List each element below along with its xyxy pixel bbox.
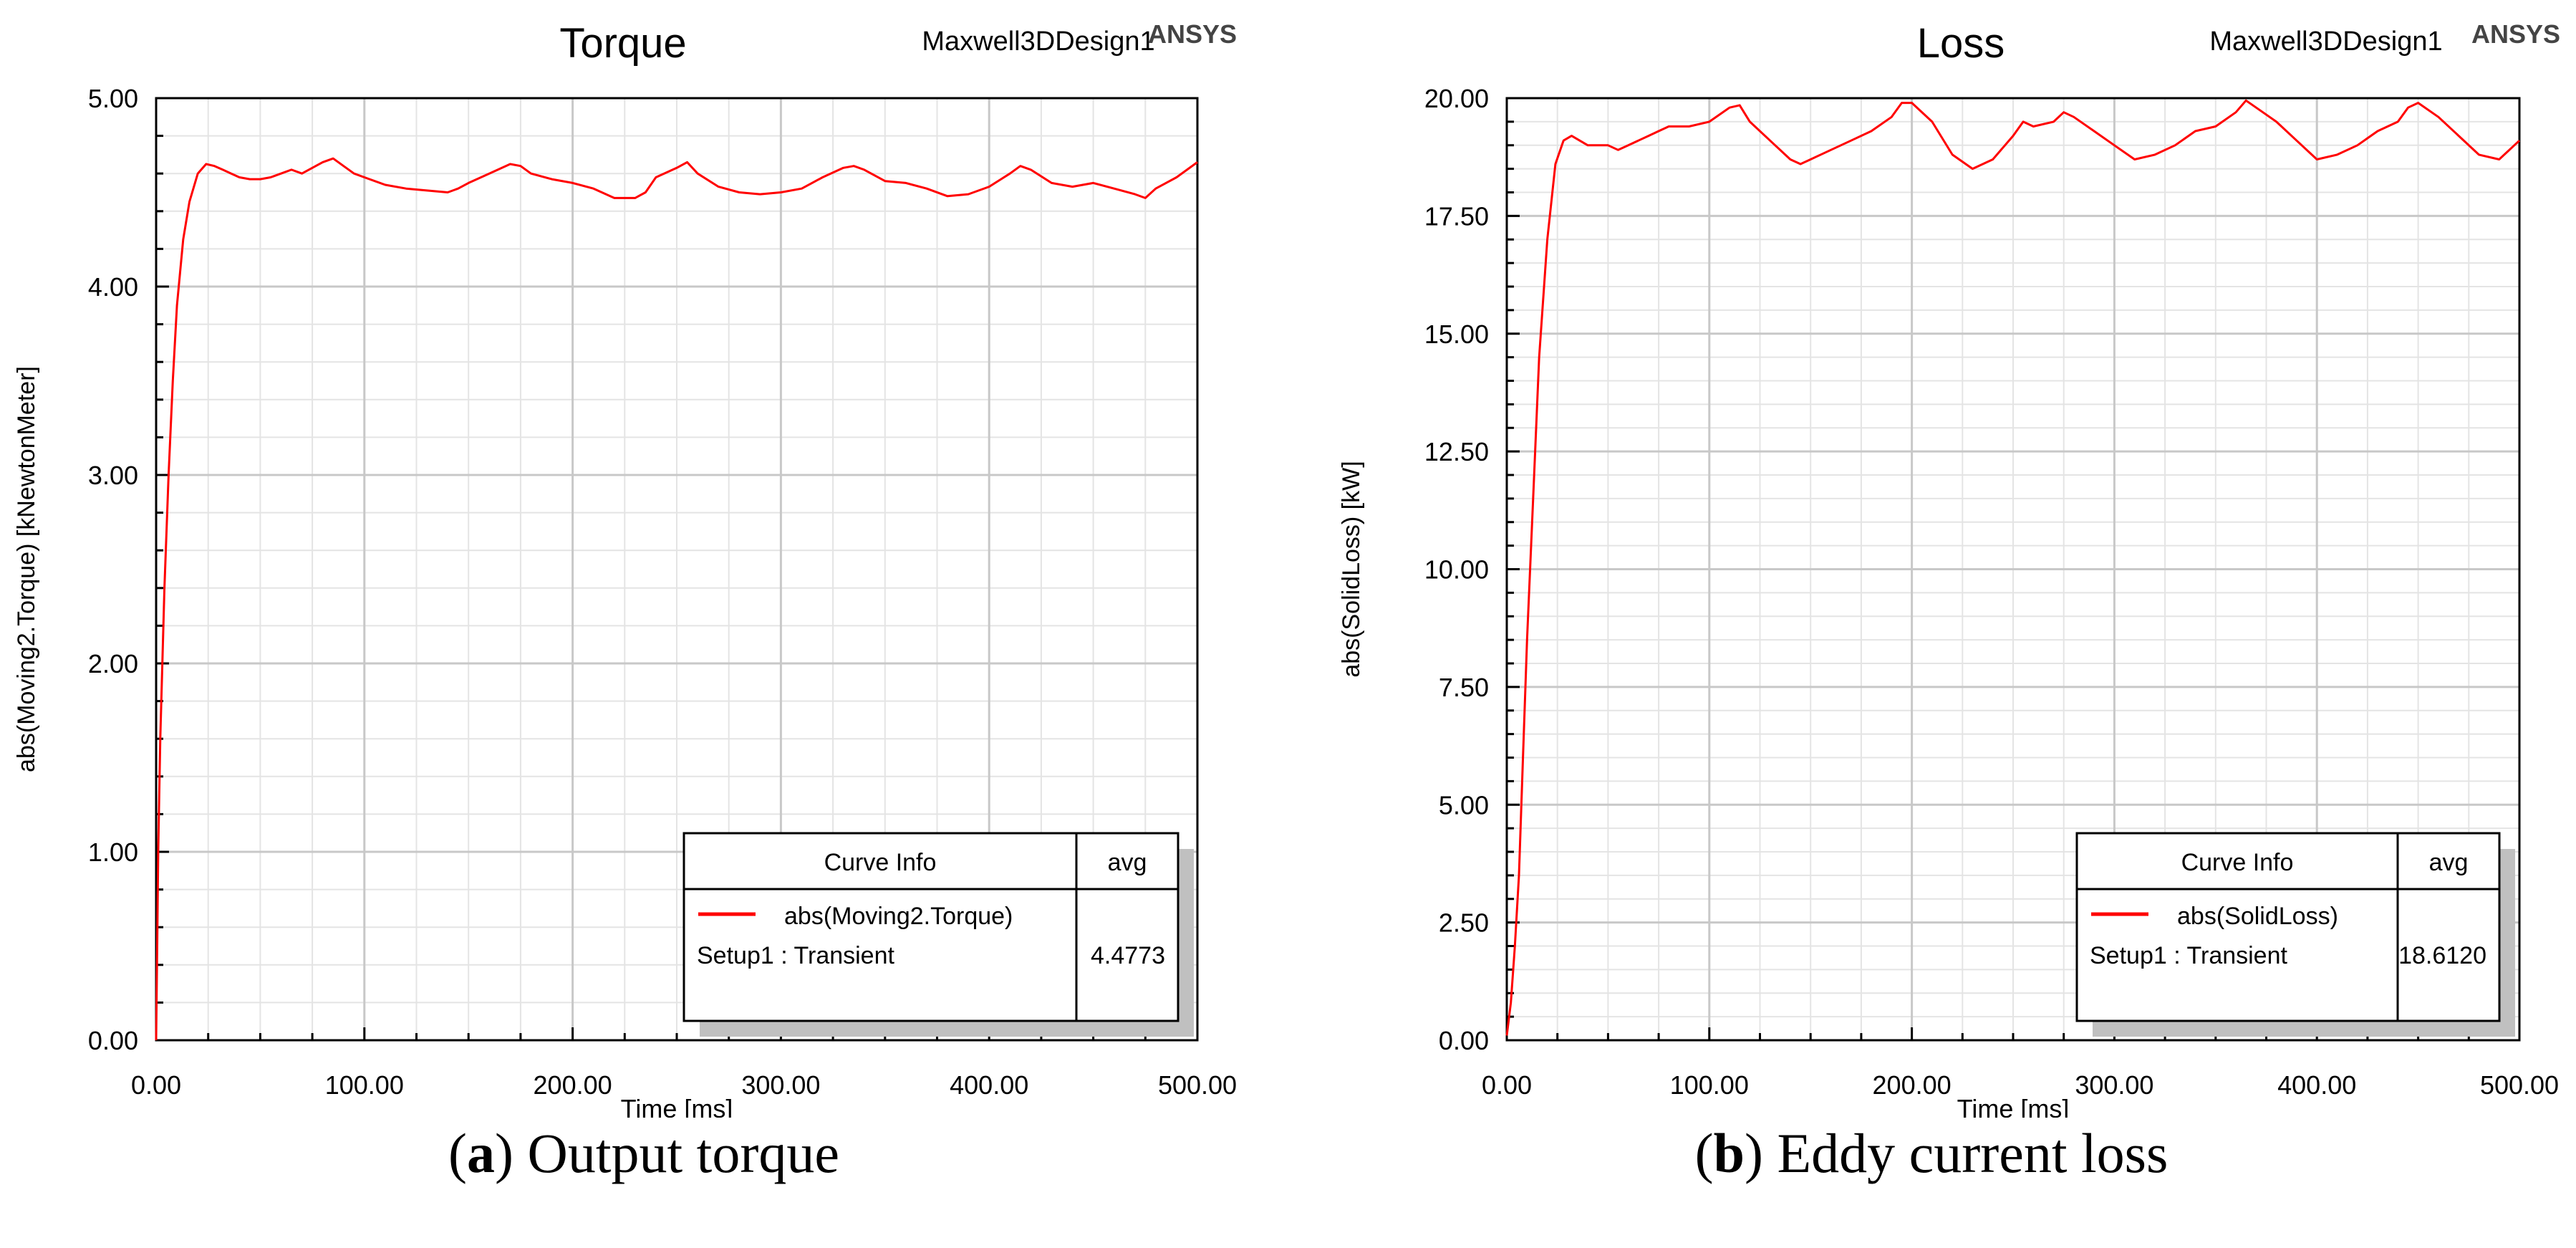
y-tick-label: 17.50 (1424, 201, 1489, 231)
x-axis-label: Time [ms] (621, 1094, 733, 1118)
y-axis-label: abs(SolidLoss) [kW] (1338, 461, 1365, 677)
panel-output-torque: 0.00 100.00 200.00 300.00 400.00 500.00 0.00 1.… (0, 19, 1288, 1186)
y-tick-label: 5.00 (1439, 790, 1489, 820)
y-tick-label: 2.00 (88, 649, 138, 678)
x-tick-label: 0.00 (131, 1070, 181, 1100)
panel-eddy-current-loss: 0.00 100.00 200.00 300.00 400.00 500.00 0.00 2.… (1288, 0, 2575, 1248)
y-tick-label: 3.00 (88, 461, 138, 490)
legend-avg-value: 4.4773 (1091, 942, 1165, 969)
y-tick-label: 10.00 (1424, 555, 1489, 585)
y-tick-label: 1.00 (88, 837, 138, 867)
caption-b-text: Eddy current loss (1777, 1122, 2169, 1184)
legend-header-label: Curve Info (2181, 849, 2294, 876)
caption-a-text: Output torque (527, 1122, 839, 1184)
chart-title: Loss (1917, 20, 2005, 67)
legend-entry-name: abs(Moving2.Torque) (784, 903, 1013, 930)
series-line (155, 157, 1198, 1041)
x-tick-label: 200.00 (534, 1070, 612, 1100)
y-tick-label: 12.50 (1424, 437, 1489, 466)
x-tick-label: 0.00 (1482, 1070, 1532, 1100)
loss-chart: 0.00 100.00 200.00 300.00 400.00 500.00 0.00 2.… (1338, 19, 2560, 1118)
caption-a-close: ) (495, 1122, 514, 1184)
series-line (1505, 99, 2521, 1036)
caption-a-letter: a (467, 1122, 496, 1184)
y-tick-label: 5.00 (88, 84, 138, 113)
x-tick-label: 300.00 (741, 1070, 820, 1100)
brand-label: ANSYS (2471, 19, 2560, 49)
x-tick-label: 100.00 (1670, 1070, 1749, 1100)
x-tick-label: 500.00 (2480, 1070, 2559, 1100)
x-tick-label: 500.00 (1158, 1070, 1237, 1100)
y-tick-label: 2.50 (1439, 908, 1489, 938)
legend-entry-name: abs(SolidLoss) (2177, 903, 2338, 930)
y-tick-label: 0.00 (1439, 1026, 1489, 1055)
caption-b: (b) Eddy current loss (1288, 1121, 2575, 1186)
caption-b-open: ( (1694, 1122, 1714, 1184)
brand-label: ANSYS (1148, 19, 1237, 49)
y-tick-label: 7.50 (1439, 673, 1489, 702)
torque-chart: 0.00 100.00 200.00 300.00 400.00 500.00 0.00 1.… (13, 19, 1237, 1118)
legend-setup-label: Setup1 : Transient (2090, 942, 2288, 969)
chart-title: Torque (559, 20, 686, 67)
x-tick-label: 100.00 (325, 1070, 404, 1100)
legend-header-label: Curve Info (824, 849, 937, 876)
legend-box (2075, 832, 2501, 1022)
y-tick-label: 15.00 (1424, 320, 1489, 349)
legend-header-value: avg (2429, 849, 2469, 876)
x-axis-label: Time [ms] (1957, 1094, 2070, 1118)
legend-box (682, 832, 1180, 1022)
caption-a: (a) Output torque (0, 1121, 1288, 1186)
x-tick-label: 300.00 (2075, 1070, 2153, 1100)
y-axis-label: abs(Moving2.Torque) [kNewtonMeter] (13, 366, 40, 772)
x-tick-label: 400.00 (950, 1070, 1028, 1100)
legend-avg-value: 18.6120 (2398, 942, 2486, 969)
axis-ticks (1505, 97, 2521, 1042)
y-tick-label: 20.00 (1424, 84, 1489, 113)
design-label: Maxwell3DDesign1 (922, 27, 1154, 57)
caption-b-letter: b (1713, 1122, 1745, 1184)
y-tick-label: 0.00 (88, 1026, 138, 1055)
caption-b-close: ) (1745, 1122, 1763, 1184)
caption-a-open: ( (448, 1122, 468, 1184)
x-tick-label: 400.00 (2277, 1070, 2356, 1100)
x-tick-label: 200.00 (1873, 1070, 1952, 1100)
design-label: Maxwell3DDesign1 (2209, 27, 2442, 57)
legend-setup-label: Setup1 : Transient (697, 942, 895, 969)
legend-header-value: avg (1108, 849, 1147, 876)
y-tick-label: 4.00 (88, 272, 138, 302)
